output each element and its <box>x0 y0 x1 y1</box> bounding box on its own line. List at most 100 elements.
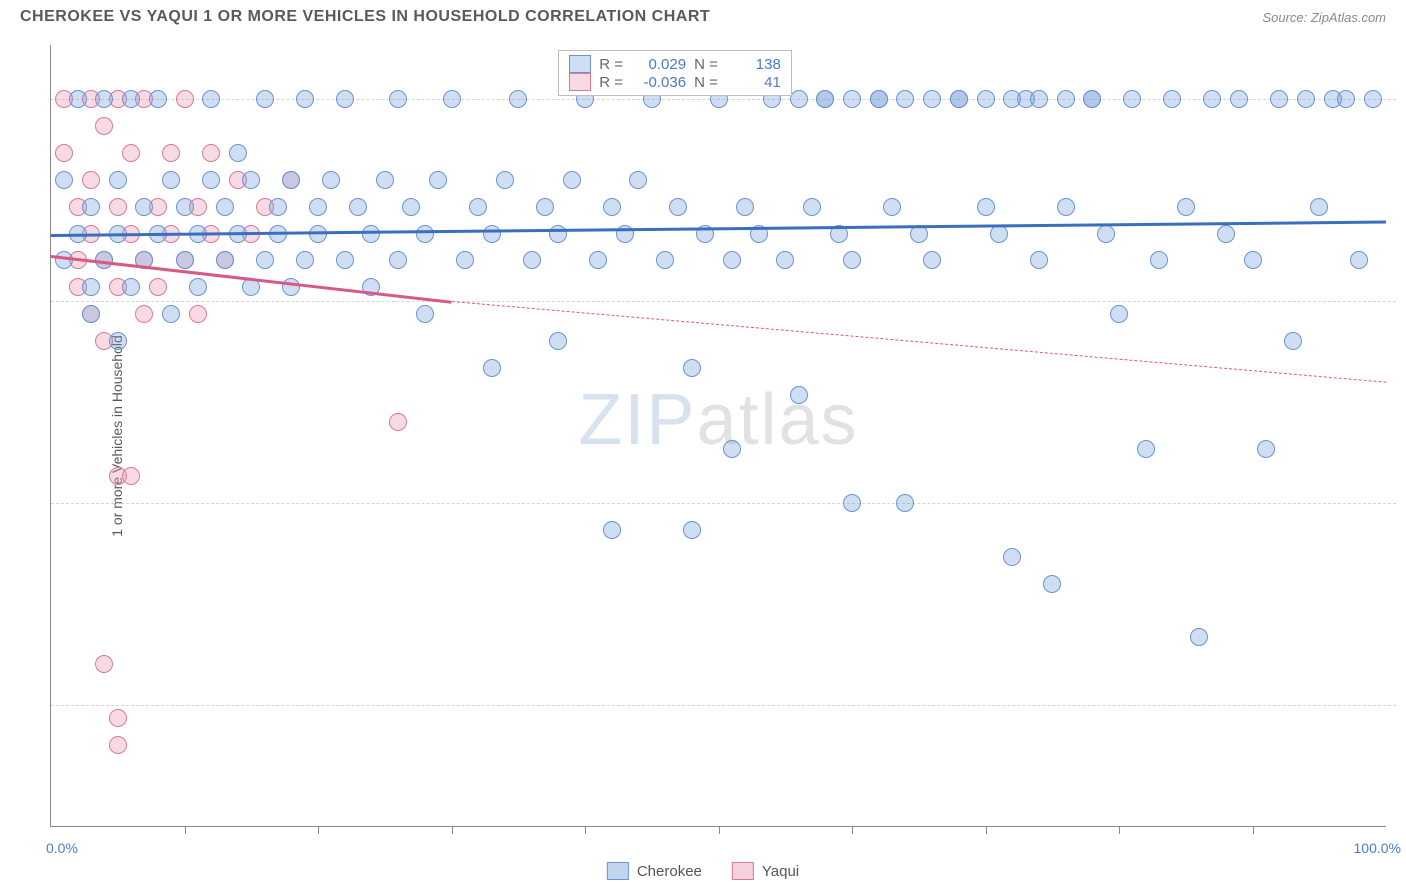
x-tick <box>452 826 453 834</box>
point-cherokee <box>389 251 407 269</box>
cherokee-r-value: 0.029 <box>631 56 686 73</box>
point-cherokee <box>950 90 968 108</box>
x-tick <box>986 826 987 834</box>
stats-row-cherokee: R = 0.029 N = 138 <box>569 55 781 73</box>
point-cherokee <box>843 90 861 108</box>
point-cherokee <box>109 332 127 350</box>
legend-item-yaqui: Yaqui <box>732 862 799 880</box>
gridline <box>51 503 1396 504</box>
point-cherokee <box>1150 251 1168 269</box>
point-cherokee <box>549 225 567 243</box>
point-cherokee <box>389 90 407 108</box>
point-cherokee <box>309 198 327 216</box>
point-cherokee <box>1350 251 1368 269</box>
x-min-label: 0.0% <box>46 840 78 856</box>
x-tick <box>1119 826 1120 834</box>
point-cherokee <box>1270 90 1288 108</box>
point-cherokee <box>229 144 247 162</box>
plot-region: 100.0%92.5%85.0%77.5% <box>51 45 1386 826</box>
legend-swatch-cherokee <box>607 862 629 880</box>
x-tick <box>852 826 853 834</box>
x-tick <box>1253 826 1254 834</box>
point-cherokee <box>563 171 581 189</box>
legend-label-yaqui: Yaqui <box>762 863 799 880</box>
point-cherokee <box>376 171 394 189</box>
point-cherokee <box>1057 198 1075 216</box>
legend: Cherokee Yaqui <box>607 862 799 880</box>
y-tick-label: 92.5% <box>1396 293 1406 309</box>
point-cherokee <box>816 90 834 108</box>
point-cherokee <box>1230 90 1248 108</box>
point-cherokee <box>69 90 87 108</box>
point-cherokee <box>883 198 901 216</box>
point-cherokee <box>1337 90 1355 108</box>
swatch-cherokee <box>569 55 591 73</box>
x-tick <box>719 826 720 834</box>
point-cherokee <box>162 171 180 189</box>
point-cherokee <box>923 251 941 269</box>
point-yaqui <box>135 305 153 323</box>
trendline-yaqui-dash <box>451 301 1386 383</box>
point-yaqui <box>55 144 73 162</box>
point-cherokee <box>1083 90 1101 108</box>
y-tick-label: 85.0% <box>1396 495 1406 511</box>
point-cherokee <box>736 198 754 216</box>
point-cherokee <box>1030 251 1048 269</box>
point-cherokee <box>216 198 234 216</box>
point-yaqui <box>149 278 167 296</box>
point-cherokee <box>282 171 300 189</box>
point-cherokee <box>509 90 527 108</box>
point-cherokee <box>416 225 434 243</box>
point-yaqui <box>162 144 180 162</box>
point-cherokee <box>483 225 501 243</box>
point-cherokee <box>803 198 821 216</box>
point-cherokee <box>923 90 941 108</box>
point-yaqui <box>82 171 100 189</box>
point-cherokee <box>55 171 73 189</box>
point-cherokee <box>1110 305 1128 323</box>
point-cherokee <box>202 90 220 108</box>
point-cherokee <box>1137 440 1155 458</box>
point-cherokee <box>122 90 140 108</box>
yaqui-n-value: 41 <box>726 74 781 91</box>
point-yaqui <box>109 736 127 754</box>
x-tick <box>318 826 319 834</box>
point-cherokee <box>683 359 701 377</box>
swatch-yaqui <box>569 73 591 91</box>
point-cherokee <box>176 251 194 269</box>
point-cherokee <box>1203 90 1221 108</box>
point-yaqui <box>122 144 140 162</box>
point-cherokee <box>1217 225 1235 243</box>
point-yaqui <box>189 305 207 323</box>
point-cherokee <box>603 198 621 216</box>
point-cherokee <box>1030 90 1048 108</box>
point-cherokee <box>95 90 113 108</box>
point-cherokee <box>189 278 207 296</box>
point-cherokee <box>483 359 501 377</box>
point-cherokee <box>256 90 274 108</box>
point-cherokee <box>456 251 474 269</box>
point-cherokee <box>496 171 514 189</box>
gridline <box>51 301 1396 302</box>
point-cherokee <box>135 198 153 216</box>
point-yaqui <box>95 655 113 673</box>
stats-row-yaqui: R = -0.036 N = 41 <box>569 73 781 91</box>
point-cherokee <box>202 171 220 189</box>
point-cherokee <box>82 198 100 216</box>
point-cherokee <box>536 198 554 216</box>
point-cherokee <box>109 171 127 189</box>
point-cherokee <box>1177 198 1195 216</box>
r-label: R = <box>599 56 623 73</box>
cherokee-n-value: 138 <box>726 56 781 73</box>
yaqui-r-value: -0.036 <box>631 74 686 91</box>
legend-label-cherokee: Cherokee <box>637 863 702 880</box>
point-cherokee <box>1364 90 1382 108</box>
chart-title: CHEROKEE VS YAQUI 1 OR MORE VEHICLES IN … <box>20 8 710 26</box>
point-cherokee <box>1244 251 1262 269</box>
point-cherokee <box>776 251 794 269</box>
point-cherokee <box>790 386 808 404</box>
n-label: N = <box>694 74 718 91</box>
point-cherokee <box>122 278 140 296</box>
y-tick-label: 77.5% <box>1396 697 1406 713</box>
point-cherokee <box>336 251 354 269</box>
